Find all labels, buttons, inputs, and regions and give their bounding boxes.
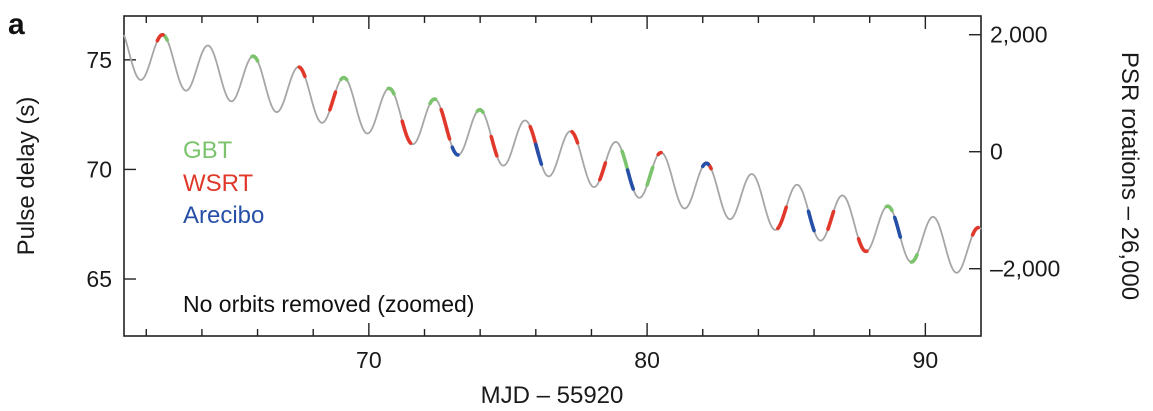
legend-item-arecibo: Arecibo [183,202,264,229]
y2-tick-label: 2,000 [990,22,1048,48]
x-tick-label: 70 [356,347,382,373]
legend-item-wsrt: WSRT [183,170,254,197]
y-tick-label: 65 [86,266,112,292]
y-tick-label: 75 [86,47,112,73]
segment-wsrt [826,209,836,231]
segment-arecibo [700,161,711,169]
y2-axis-title: PSR rotations – 26,000 [1116,52,1143,300]
segment-gbt [339,75,349,82]
x-tick-label: 80 [634,347,660,373]
segment-gbt [645,165,655,187]
y-tick-label: 70 [86,156,112,182]
segment-wsrt [856,237,869,254]
segment-wsrt [489,134,499,158]
segment-gbt [620,149,630,172]
plot-area [123,32,982,274]
segment-arecibo [806,209,816,233]
panel-label: a [8,8,25,41]
segment-arecibo [625,168,635,191]
model-curve-series [123,33,982,274]
y-axis-title: Pulse delay (s) [13,97,40,256]
annotation-text: No orbits removed (zoomed) [183,291,474,317]
segment-gbt [428,97,438,106]
segment-wsrt [297,65,307,79]
segment-wsrt [970,225,981,237]
segment-wsrt [598,161,608,182]
segment-arecibo [450,145,460,157]
segment-wsrt [328,90,338,112]
segment-wsrt [570,129,580,145]
y-axis-left: 65 70 75 [86,47,136,292]
segment-gbt [884,204,894,213]
legend: GBT WSRT Arecibo [183,137,264,229]
segment-wsrt [776,205,789,231]
segment-wsrt [656,150,663,157]
segment-wsrt [400,119,413,145]
legend-item-gbt: GBT [183,137,233,164]
observation-segments [155,32,981,264]
y2-tick-label: –2,000 [990,256,1060,282]
segment-gbt [909,253,919,264]
plot-frame [123,15,982,337]
segment-gbt [250,54,260,63]
segment-gbt [386,86,396,96]
x-tick-label: 90 [913,347,939,373]
segment-wsrt [155,32,165,43]
x-axis: 70 80 90 [145,16,939,373]
segment-arecibo [534,142,544,166]
segment-arecibo [892,215,903,239]
x-axis-title: MJD – 55920 [481,382,624,409]
segment-gbt [475,107,485,115]
segment-wsrt [439,107,452,141]
y2-tick-label: 0 [990,139,1003,165]
y-axis-right: 2,000 0 –2,000 [969,22,1060,282]
